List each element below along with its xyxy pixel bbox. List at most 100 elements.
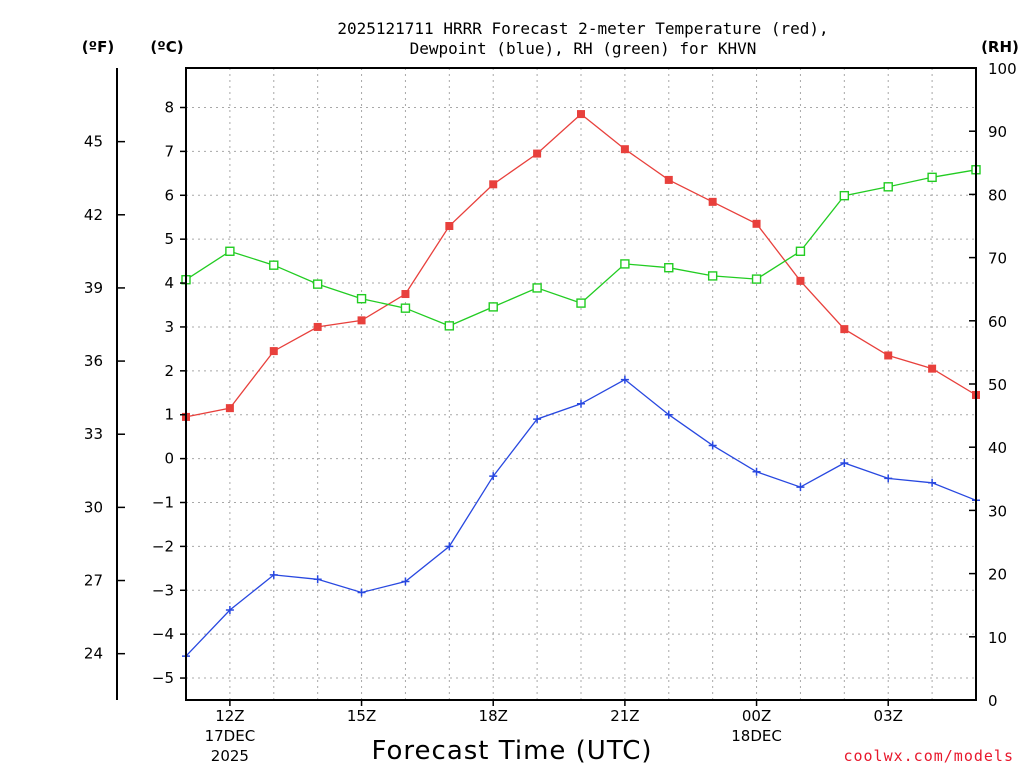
temperature-point xyxy=(533,149,542,158)
series-rh xyxy=(181,165,981,331)
fahrenheit-tick-label: 24 xyxy=(84,645,103,663)
celsius-tick-label: −5 xyxy=(152,669,174,687)
celsius-tick-label: 5 xyxy=(164,230,174,248)
rh-point xyxy=(532,283,542,293)
temperature-point xyxy=(708,197,717,206)
x-tick-label: 00Z xyxy=(742,707,771,725)
series-layer xyxy=(181,110,981,661)
rh-point xyxy=(927,172,937,183)
temperature-point xyxy=(577,110,585,119)
celsius-tick-label: 4 xyxy=(164,274,174,292)
x-tick-year-label: 2025 xyxy=(211,747,249,765)
rh-tick-label: 30 xyxy=(988,502,1007,520)
temperature-point xyxy=(664,175,673,184)
rh-point xyxy=(444,321,455,331)
dewpoint-point xyxy=(752,467,761,476)
dewpoint-point xyxy=(489,472,498,481)
celsius-tick-label: 3 xyxy=(164,318,174,336)
temperature-point xyxy=(796,276,805,285)
x-tick-label: 03Z xyxy=(874,707,903,725)
dewpoint-point xyxy=(313,575,322,584)
temperature-point xyxy=(620,145,629,154)
celsius-tick-label: 8 xyxy=(164,99,174,117)
rh-point xyxy=(576,298,586,308)
fahrenheit-tick-label: 27 xyxy=(84,572,103,590)
dewpoint-point xyxy=(533,415,542,424)
temperature-point xyxy=(752,219,761,228)
celsius-unit-label: (ºC) xyxy=(150,38,183,56)
source-credit: coolwx.com/models xyxy=(843,747,1014,765)
temperature-point xyxy=(928,364,937,373)
temperature-point xyxy=(357,316,366,325)
rh-tick-label: 70 xyxy=(988,250,1007,268)
dewpoint-point xyxy=(401,577,410,586)
celsius-tick-label: 0 xyxy=(164,450,174,468)
fahrenheit-tick-label: 42 xyxy=(84,206,103,224)
dewpoint-point xyxy=(708,441,717,450)
rh-point xyxy=(620,259,630,269)
rh-tick-label: 90 xyxy=(988,123,1007,141)
dewpoint-point xyxy=(357,588,366,597)
dewpoint-point xyxy=(445,542,454,551)
temperature-point xyxy=(313,322,322,331)
temperature-point xyxy=(269,347,278,356)
temperature-point xyxy=(489,180,498,189)
rh-tick-label: 80 xyxy=(988,186,1007,204)
dewpoint-point xyxy=(269,570,278,579)
rh-tick-label: 20 xyxy=(988,566,1007,584)
axes: −5−4−3−2−1012345678242730333639424501020… xyxy=(84,60,1017,765)
fahrenheit-tick-label: 45 xyxy=(84,133,103,151)
rh-point xyxy=(664,263,674,273)
x-tick-label: 12Z xyxy=(215,707,244,725)
celsius-tick-label: 1 xyxy=(164,406,174,424)
chart-title-line2: Dewpoint (blue), RH (green) for KHVN xyxy=(410,39,757,58)
grid xyxy=(186,68,976,700)
rh-point xyxy=(312,279,323,289)
rh-point xyxy=(225,246,235,256)
dewpoint-point xyxy=(928,478,937,487)
dewpoint-point xyxy=(796,483,805,492)
rh-point xyxy=(839,190,850,201)
rh-tick-label: 10 xyxy=(988,629,1007,647)
x-axis-title: Forecast Time (UTC) xyxy=(371,736,652,766)
fahrenheit-tick-label: 39 xyxy=(84,279,103,297)
celsius-tick-label: −3 xyxy=(152,581,174,599)
rh-point xyxy=(269,260,279,270)
celsius-tick-label: −4 xyxy=(152,625,174,643)
temperature-point xyxy=(445,222,454,230)
temperature-point xyxy=(225,404,234,413)
rh-point xyxy=(400,303,411,313)
series-dewpoint xyxy=(182,375,980,661)
rh-tick-label: 60 xyxy=(988,313,1007,331)
fahrenheit-tick-label: 33 xyxy=(84,425,103,443)
dewpoint-point xyxy=(664,410,673,419)
x-tick-date-label: 18DEC xyxy=(731,727,782,745)
rh-point xyxy=(707,271,718,281)
dewpoint-point xyxy=(577,399,585,408)
dewpoint-point xyxy=(225,606,234,615)
celsius-tick-label: 2 xyxy=(164,362,174,380)
x-tick-label: 21Z xyxy=(610,707,639,725)
rh-point xyxy=(795,246,806,256)
fahrenheit-tick-label: 36 xyxy=(84,352,103,370)
dewpoint-point xyxy=(884,474,893,483)
x-tick-label: 18Z xyxy=(479,707,508,725)
rh-point xyxy=(883,182,893,192)
dewpoint-point xyxy=(620,375,629,384)
rh-point xyxy=(751,274,762,284)
x-tick-date-label: 17DEC xyxy=(205,727,256,745)
temperature-point xyxy=(401,290,410,299)
rh-tick-label: 100 xyxy=(988,60,1017,78)
rh-unit-label: (RH) xyxy=(981,38,1019,56)
rh-tick-label: 50 xyxy=(988,376,1007,394)
dewpoint-point xyxy=(840,459,849,467)
temperature-point xyxy=(884,351,893,360)
celsius-tick-label: 7 xyxy=(164,142,174,160)
fahrenheit-unit-label: (ºF) xyxy=(82,38,114,56)
rh-point xyxy=(356,293,367,304)
temperature-point xyxy=(840,325,849,334)
fahrenheit-tick-label: 30 xyxy=(84,498,103,516)
x-tick-label: 15Z xyxy=(347,707,376,725)
